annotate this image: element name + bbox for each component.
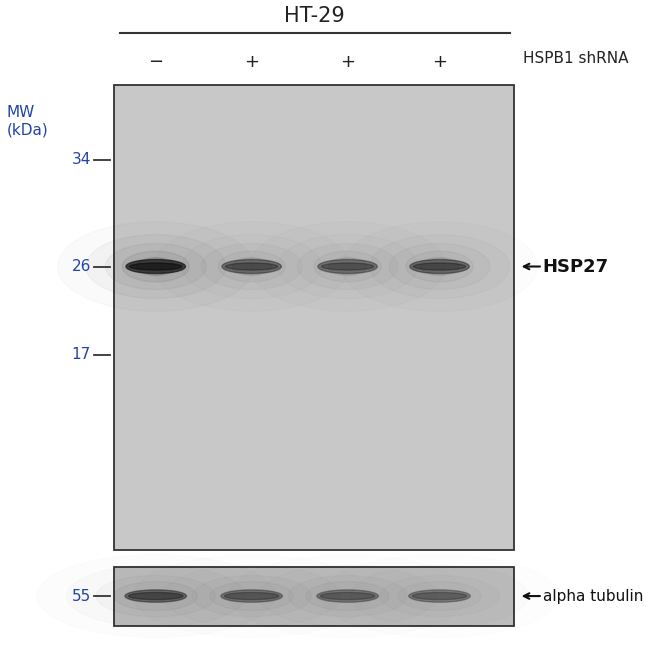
Bar bbox=[114, 85, 514, 550]
Ellipse shape bbox=[136, 257, 176, 276]
Ellipse shape bbox=[221, 590, 283, 602]
Ellipse shape bbox=[224, 592, 279, 600]
Ellipse shape bbox=[420, 257, 459, 276]
Ellipse shape bbox=[320, 592, 375, 600]
Text: +: + bbox=[244, 53, 259, 71]
Text: MW
(kDa): MW (kDa) bbox=[6, 105, 48, 137]
Ellipse shape bbox=[129, 592, 183, 600]
Text: HSP27: HSP27 bbox=[543, 257, 609, 276]
Ellipse shape bbox=[413, 263, 466, 270]
Text: 26: 26 bbox=[72, 259, 91, 274]
Ellipse shape bbox=[328, 257, 367, 276]
Ellipse shape bbox=[129, 263, 182, 270]
Ellipse shape bbox=[412, 592, 467, 600]
Text: HSPB1 shRNA: HSPB1 shRNA bbox=[523, 52, 629, 66]
Text: +: + bbox=[432, 53, 447, 71]
Ellipse shape bbox=[226, 263, 278, 270]
Ellipse shape bbox=[318, 259, 378, 274]
Ellipse shape bbox=[122, 251, 189, 282]
Text: 34: 34 bbox=[72, 152, 91, 167]
Ellipse shape bbox=[317, 590, 378, 602]
Ellipse shape bbox=[410, 259, 469, 274]
Bar bbox=[114, 567, 514, 626]
Ellipse shape bbox=[321, 263, 374, 270]
Text: +: + bbox=[340, 53, 355, 71]
Text: −: − bbox=[148, 53, 163, 71]
Ellipse shape bbox=[222, 259, 281, 274]
Text: 17: 17 bbox=[72, 347, 91, 362]
Ellipse shape bbox=[409, 590, 471, 602]
Ellipse shape bbox=[232, 257, 271, 276]
Ellipse shape bbox=[126, 259, 185, 274]
Ellipse shape bbox=[125, 590, 187, 602]
Text: 55: 55 bbox=[72, 589, 91, 603]
Text: alpha tubulin: alpha tubulin bbox=[543, 589, 643, 603]
Text: HT-29: HT-29 bbox=[283, 6, 344, 26]
